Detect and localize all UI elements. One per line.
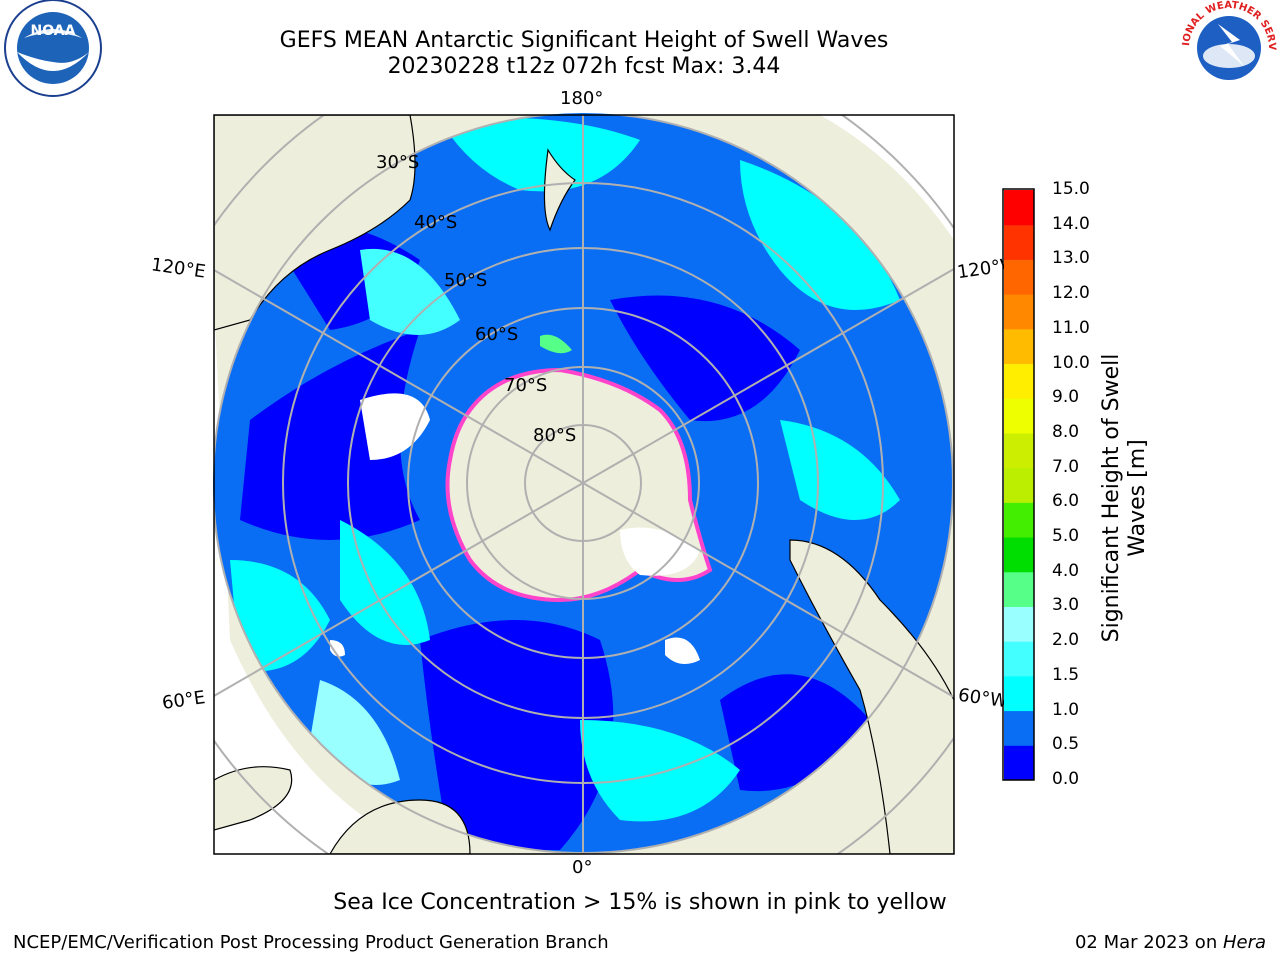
colorbar-swatch [1004, 675, 1034, 712]
map-frame [213, 114, 955, 855]
colorbar-tick-label: 14.0 [1052, 213, 1090, 234]
lat-label-30s: 30°S [376, 152, 420, 173]
colorbar-label-line1: Significant Height of Swell [1099, 353, 1124, 643]
footer-date: 02 Mar 2023 on [1074, 932, 1223, 953]
colorbar-label-line2: Waves [m] [1125, 439, 1150, 557]
colorbar-swatch [1004, 398, 1034, 434]
colorbar-tick-label: 15.0 [1052, 179, 1090, 199]
colorbar-swatch [1004, 259, 1034, 295]
noaa-logo-text: NOAA [31, 23, 76, 39]
nws-logo: NATIONAL WEATHER SERVICE [1178, 0, 1277, 94]
continents [214, 115, 954, 854]
colorbar-tick-label: 8.0 [1052, 421, 1080, 442]
colorbar-swatch [1004, 606, 1034, 642]
colorbar-tick-label: 13.0 [1052, 248, 1090, 269]
colorbar-tick-label: 5.0 [1052, 526, 1080, 547]
colorbar-swatch [1004, 502, 1034, 538]
colorbar-tick-label: 12.0 [1052, 283, 1090, 304]
footer-host: Hera [1222, 932, 1266, 953]
colorbar-tick-label: 0.5 [1052, 734, 1080, 755]
colorbar-tick-label: 2.0 [1052, 630, 1080, 651]
colorbar-swatch [1004, 467, 1034, 503]
colorbar-swatch [1004, 571, 1034, 607]
colorbar-swatch [1004, 641, 1034, 677]
colorbar-tick-label: 9.0 [1052, 387, 1080, 408]
colorbar-label: Significant Height of Swell Waves [m] [1099, 328, 1151, 668]
lon-label-0: 0° [572, 857, 593, 878]
lat-label-70s: 70°S [504, 375, 548, 396]
colorbar-swatch [1004, 432, 1034, 469]
colorbar-swatch [1004, 745, 1034, 781]
chart-title: GEFS MEAN Antarctic Significant Height o… [279, 28, 889, 53]
colorbar-swatch [1004, 710, 1034, 746]
colorbar-tick-label: 7.0 [1052, 456, 1080, 477]
colorbar-tick-label: 10.0 [1052, 352, 1090, 373]
lon-label-180: 180° [560, 88, 604, 109]
lat-label-80s: 80°S [533, 425, 577, 446]
colorbar [1002, 188, 1035, 781]
footer-right: 02 Mar 2023 on Hera [1075, 932, 1266, 953]
colorbar-swatch [1004, 294, 1034, 330]
colorbar-swatch [1004, 328, 1034, 365]
colorbar-swatch [1004, 224, 1034, 260]
lat-label-50s: 50°S [444, 270, 488, 291]
colorbar-tick-label: 11.0 [1052, 317, 1090, 338]
colorbar-tick-label: 0.0 [1052, 769, 1080, 789]
colorbar-tick-label: 4.0 [1052, 560, 1080, 581]
sea-ice-caption: Sea Ice Concentration > 15% is shown in … [333, 890, 947, 915]
colorbar-tick-label: 1.0 [1052, 699, 1080, 720]
colorbar-tick-label: 3.0 [1052, 595, 1080, 616]
colorbar-swatch [1004, 537, 1034, 573]
colorbar-tick-label: 6.0 [1052, 491, 1080, 512]
footer-left: NCEP/EMC/Verification Post Processing Pr… [13, 932, 609, 953]
graticule [214, 115, 954, 854]
lat-label-40s: 40°S [414, 212, 458, 233]
colorbar-swatch [1004, 190, 1034, 226]
colorbar-swatch [1004, 363, 1034, 399]
noaa-logo: NOAA [4, 0, 102, 97]
colorbar-tick-label: 1.5 [1052, 664, 1080, 685]
lat-label-60s: 60°S [475, 324, 519, 345]
chart-subtitle: 20230228 t12z 072h fcst Max: 3.44 [387, 54, 781, 79]
